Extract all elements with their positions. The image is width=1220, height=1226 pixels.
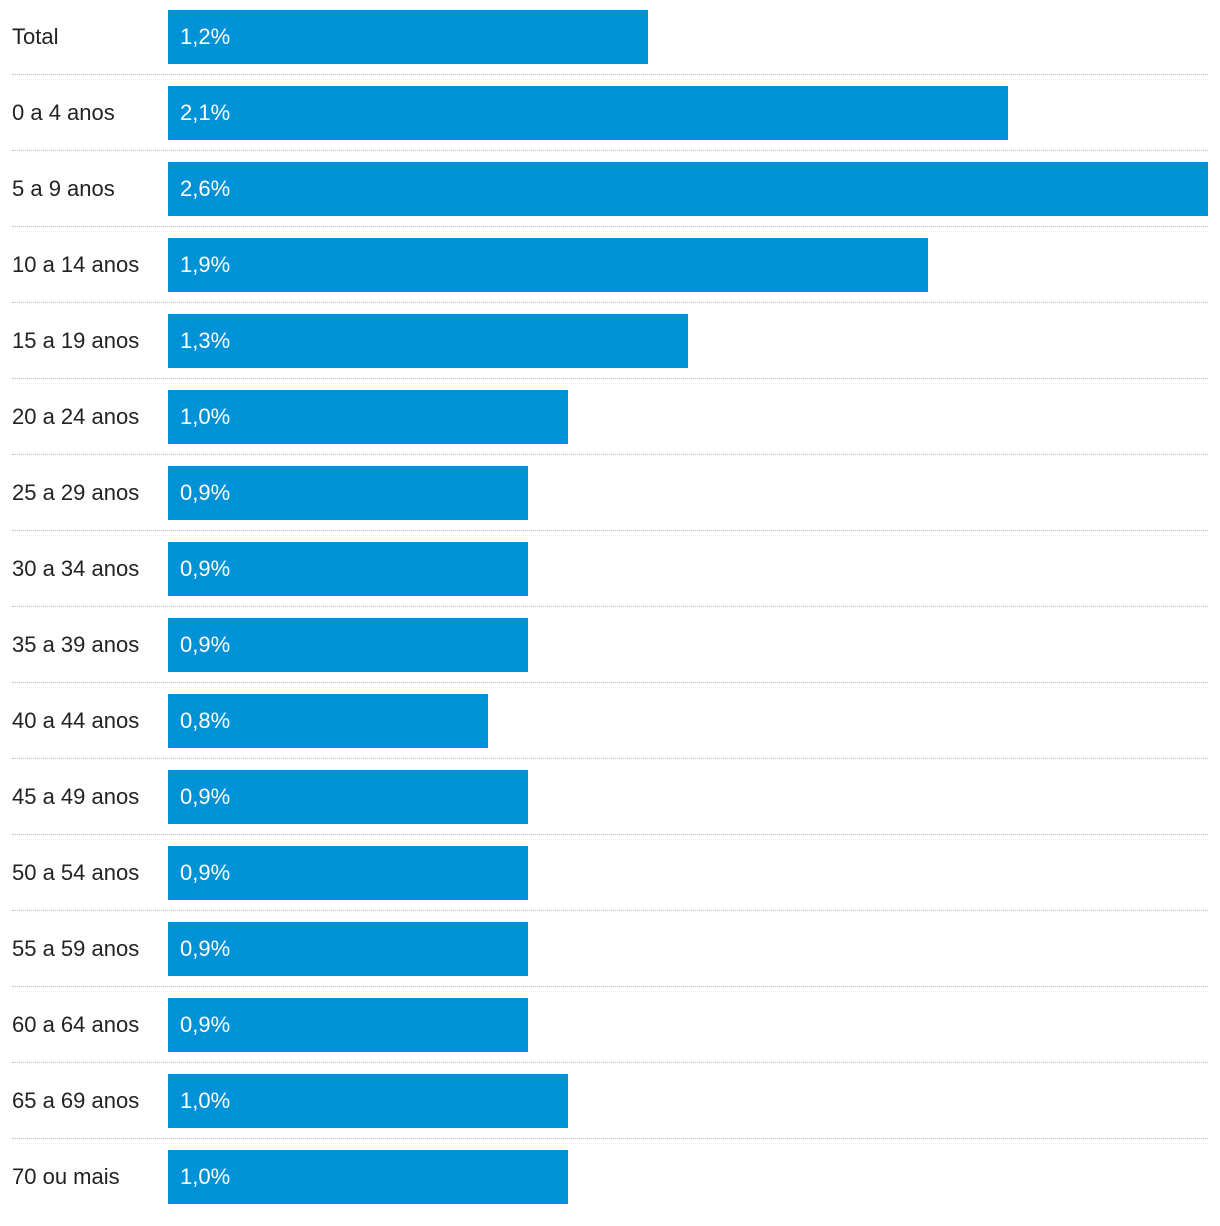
- category-label: 20 a 24 anos: [12, 404, 140, 429]
- category-label: 50 a 54 anos: [12, 860, 140, 885]
- row-divider: [12, 530, 1208, 531]
- category-label: 5 a 9 anos: [12, 176, 115, 201]
- value-label: 2,6%: [180, 176, 231, 201]
- bar-row: Total 1,2%: [12, 10, 1208, 86]
- value-label: 0,9%: [180, 556, 231, 581]
- row-divider: [12, 226, 1208, 227]
- bar-row: 40 a 44 anos 0,8%: [12, 694, 1208, 770]
- row-divider: [12, 1062, 1208, 1063]
- bar-row: 35 a 39 anos 0,9%: [12, 618, 1208, 694]
- bar-row: 10 a 14 anos 1,9%: [12, 238, 1208, 314]
- bar-row: 60 a 64 anos 0,9%: [12, 998, 1208, 1074]
- value-label: 1,3%: [180, 328, 231, 353]
- bar: 0,9%: [168, 922, 528, 976]
- value-label: 1,0%: [180, 404, 231, 429]
- row-divider: [12, 986, 1208, 987]
- value-label: 0,9%: [180, 784, 231, 809]
- bar-row: 45 a 49 anos 0,9%: [12, 770, 1208, 846]
- bar: 1,0%: [168, 390, 568, 444]
- value-label: 1,0%: [180, 1164, 231, 1189]
- value-label: 1,0%: [180, 1088, 231, 1113]
- row-divider: [12, 910, 1208, 911]
- category-label: 70 ou mais: [12, 1164, 120, 1189]
- category-label: 55 a 59 anos: [12, 936, 140, 961]
- bar-row: 0 a 4 anos 2,1%: [12, 86, 1208, 162]
- row-divider: [12, 682, 1208, 683]
- category-label: 30 a 34 anos: [12, 556, 140, 581]
- bar: 0,9%: [168, 846, 528, 900]
- value-label: 0,9%: [180, 860, 231, 885]
- bar-row: 65 a 69 anos 1,0%: [12, 1074, 1208, 1150]
- bar: 0,9%: [168, 542, 528, 596]
- bar: 1,3%: [168, 314, 688, 368]
- bar: 0,9%: [168, 770, 528, 824]
- bar: 0,9%: [168, 466, 528, 520]
- row-divider: [12, 302, 1208, 303]
- category-label: 65 a 69 anos: [12, 1088, 140, 1113]
- category-label: 10 a 14 anos: [12, 252, 140, 277]
- row-divider: [12, 1138, 1208, 1139]
- row-divider: [12, 834, 1208, 835]
- bar-row: 30 a 34 anos 0,9%: [12, 542, 1208, 618]
- bar-row: 50 a 54 anos 0,9%: [12, 846, 1208, 922]
- bar: 2,6%: [168, 162, 1208, 216]
- bar-row: 70 ou mais 1,0%: [12, 1150, 1208, 1226]
- value-label: 2,1%: [180, 100, 231, 125]
- value-label: 0,9%: [180, 1012, 231, 1037]
- category-label: 60 a 64 anos: [12, 1012, 140, 1037]
- category-label: Total: [12, 24, 59, 49]
- bar: 1,0%: [168, 1074, 568, 1128]
- category-label: 25 a 29 anos: [12, 480, 140, 505]
- bar-row: 55 a 59 anos 0,9%: [12, 922, 1208, 998]
- bar: 1,9%: [168, 238, 928, 292]
- row-divider: [12, 74, 1208, 75]
- bar-row: 25 a 29 anos 0,9%: [12, 466, 1208, 542]
- value-label: 0,9%: [180, 632, 231, 657]
- category-label: 35 a 39 anos: [12, 632, 140, 657]
- bar: 1,2%: [168, 10, 648, 64]
- category-label: 40 a 44 anos: [12, 708, 140, 733]
- row-divider: [12, 606, 1208, 607]
- row-divider: [12, 150, 1208, 151]
- value-label: 1,9%: [180, 252, 231, 277]
- bar: 0,8%: [168, 694, 488, 748]
- bar: 1,0%: [168, 1150, 568, 1204]
- bar: 0,9%: [168, 618, 528, 672]
- value-label: 1,2%: [180, 24, 231, 49]
- row-divider: [12, 454, 1208, 455]
- row-divider: [12, 758, 1208, 759]
- bar: 0,9%: [168, 998, 528, 1052]
- bar-row: 5 a 9 anos 2,6%: [12, 162, 1208, 238]
- category-label: 0 a 4 anos: [12, 100, 115, 125]
- bar: 2,1%: [168, 86, 1008, 140]
- row-divider: [12, 378, 1208, 379]
- bar-row: 15 a 19 anos 1,3%: [12, 314, 1208, 390]
- bar-row: 20 a 24 anos 1,0%: [12, 390, 1208, 466]
- value-label: 0,8%: [180, 708, 231, 733]
- value-label: 0,9%: [180, 480, 231, 505]
- category-label: 45 a 49 anos: [12, 784, 140, 809]
- category-label: 15 a 19 anos: [12, 328, 140, 353]
- value-label: 0,9%: [180, 936, 231, 961]
